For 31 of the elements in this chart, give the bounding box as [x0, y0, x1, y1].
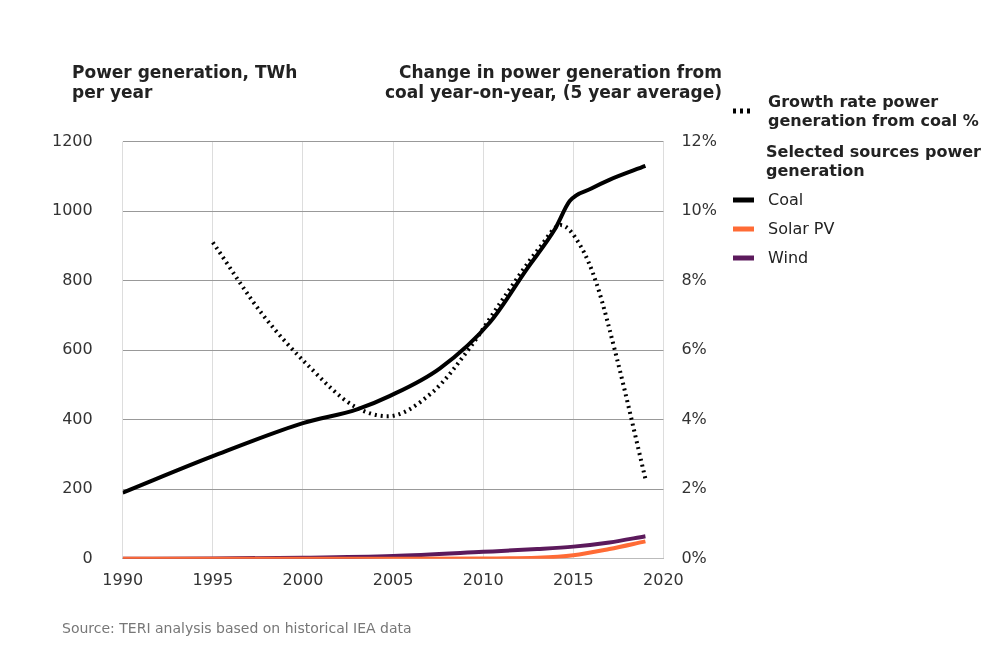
y2-tick-label: 8%	[681, 269, 707, 289]
source-note: Source: TERI analysis based on historical IEA data	[62, 620, 413, 636]
y2-tick-label: 4%	[681, 408, 707, 428]
y-tick-label: 800	[62, 269, 93, 289]
y2-tick-label: 6%	[681, 339, 707, 359]
y2-tick-label: 0%	[681, 547, 707, 567]
x-tick-label: 2005	[372, 569, 414, 589]
x-tick-label: 1995	[192, 569, 234, 589]
y-tick-label: 400	[62, 408, 93, 428]
legend-label: Solar PV	[768, 219, 835, 238]
y-tick-label: 0	[82, 547, 93, 567]
legend-label: Wind	[768, 248, 809, 267]
y-tick-label: 1000	[52, 200, 93, 220]
legend-title: Selected sources power generation	[766, 142, 982, 180]
y-tick-label: 1200	[52, 130, 93, 150]
y2-tick-label: 2%	[681, 478, 707, 498]
legend-label: Coal	[768, 190, 804, 209]
x-tick-label: 2020	[643, 569, 684, 589]
x-tick-label: 2010	[462, 569, 504, 589]
x-tick-label: 2000	[282, 569, 324, 589]
y-tick-label: 600	[62, 339, 93, 359]
x-tick-label: 2015	[552, 569, 594, 589]
y2-axis-title: Change in power generation from coal year-on-year, (5 year average)	[384, 62, 722, 102]
y2-tick-label: 12%	[681, 130, 717, 150]
line-series	[122, 163, 648, 495]
legend-label: Growth rate power generation from coal %	[768, 92, 980, 130]
y-tick-label: 200	[62, 478, 93, 498]
y-axis-title: Power generation, TWh per year	[72, 62, 299, 102]
line-series	[122, 539, 648, 559]
x-tick-label: 1990	[102, 569, 144, 589]
y2-tick-label: 10%	[681, 200, 717, 220]
